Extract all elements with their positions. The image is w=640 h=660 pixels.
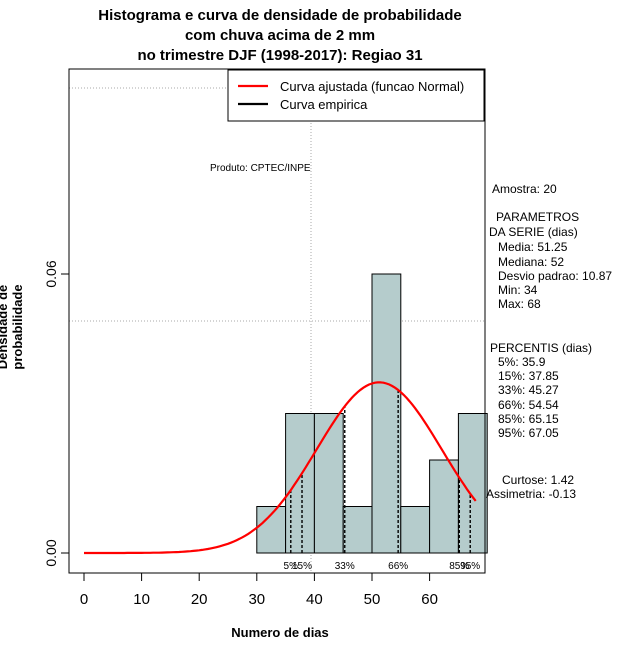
percentile-label-1: 15% (292, 561, 312, 572)
legend-normal-label: Curva ajustada (funcao Normal) (280, 79, 464, 94)
x-tick-label-1: 10 (133, 591, 150, 608)
parametros-title-2: DA SERIE (dias) (489, 225, 578, 239)
percentile-lines (290, 389, 471, 553)
x-axis: 0 10 20 30 40 50 60 (80, 572, 438, 608)
x-tick-label-4: 40 (306, 591, 323, 608)
percentile-label-2: 33% (335, 561, 355, 572)
histogram-bar-3 (342, 506, 373, 554)
y-axis: 0.00 0.06 (43, 260, 70, 567)
amostra-text: Amostra: 20 (492, 182, 557, 196)
x-axis-label: Numero de dias (231, 625, 329, 640)
mediana-text: Mediana: 52 (498, 255, 565, 269)
histogram-bar-5 (400, 506, 431, 554)
title-line-1: Histograma e curva de densidade de proba… (98, 7, 462, 24)
x-tick-label-5: 50 (364, 591, 381, 608)
legend-empirical-label: Curva empirica (280, 97, 368, 112)
p15-text: 15%: 37.85 (498, 369, 559, 383)
curtose-text: Curtose: 1.42 (502, 473, 575, 487)
histogram-bar-4 (371, 273, 402, 554)
x-tick-label-2: 20 (191, 591, 208, 608)
assimetria-text: Assimetria: -0.13 (486, 487, 577, 501)
percentile-label-4: 85% (449, 561, 469, 572)
histogram-bar-6 (429, 459, 459, 554)
x-tick-label-6: 60 (421, 591, 438, 608)
p5-text: 5%: 35.9 (498, 355, 546, 369)
media-text: Media: 51.25 (498, 240, 568, 254)
legend-box: Curva ajustada (funcao Normal) Curva emp… (227, 69, 485, 122)
percentile-label-0: 5% (284, 561, 299, 572)
desvio-text: Desvio padrao: 10.87 (498, 269, 613, 283)
y-tick-label-1: 0.06 (43, 260, 59, 287)
histogram-bar-2 (313, 413, 344, 554)
p95-text: 95%: 67.05 (498, 426, 559, 440)
p33-text: 33%: 45.27 (498, 383, 559, 397)
max-text: Max: 68 (498, 297, 541, 311)
y-tick-label-0: 0.00 (43, 539, 59, 566)
percentile-labels: 5%15% 33% 66% 85%95% (284, 561, 481, 572)
x-tick-label-0: 0 (80, 591, 88, 608)
percentis-title: PERCENTIS (dias) (490, 341, 593, 355)
title-line-3: no trimestre DJF (1998-2017): Regiao 31 (137, 47, 423, 64)
histogram-bars (256, 273, 488, 554)
normal-curve (84, 381, 477, 555)
percentile-label-3: 66% (388, 561, 408, 572)
parametros-title-1: PARAMETROS (496, 210, 580, 224)
y-axis-label: Densidade de probabilidade (0, 284, 25, 370)
grid-lines (69, 69, 485, 573)
min-text: Min: 34 (498, 283, 538, 297)
x-tick-label-3: 30 (248, 591, 265, 608)
title-line-2: com chuva acima de 2 mm (184, 27, 376, 44)
percentile-label-5: 95% (460, 561, 480, 572)
histogram-bar-1 (285, 413, 315, 554)
p66-text: 66%: 54.54 (498, 398, 559, 412)
p85-text: 85%: 65.15 (498, 412, 559, 426)
produto-label: Produto: CPTEC/INPE (210, 163, 311, 174)
